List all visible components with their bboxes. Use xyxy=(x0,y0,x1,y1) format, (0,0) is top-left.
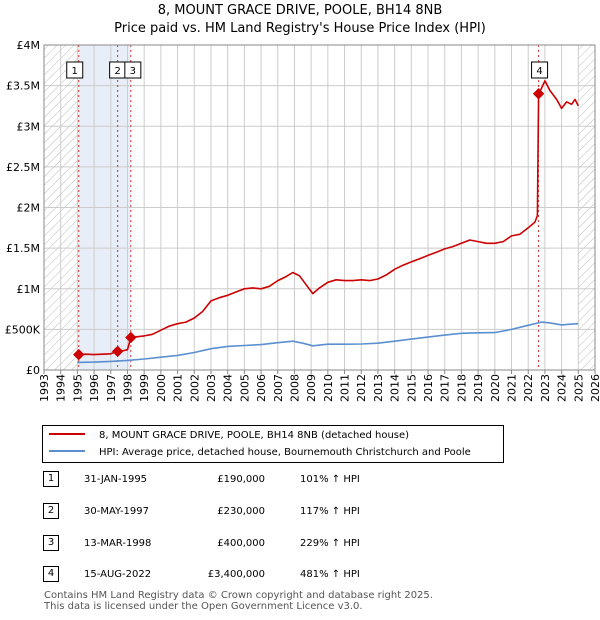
transaction-date: 13-MAR-1998 xyxy=(84,538,152,549)
x-tick-label: 2004 xyxy=(222,374,235,402)
x-tick-label: 2018 xyxy=(455,374,468,402)
hpi-line xyxy=(77,321,579,364)
legend-label-property: 8, MOUNT GRACE DRIVE, POOLE, BH14 8NB (d… xyxy=(99,430,410,441)
transaction-price: £230,000 xyxy=(217,506,265,517)
x-tick-label: 2007 xyxy=(272,374,285,402)
x-tick-label: 1994 xyxy=(55,374,68,402)
transaction-date: 30-MAY-1997 xyxy=(84,506,150,517)
x-tick-label: 2010 xyxy=(322,374,335,402)
sale-marker xyxy=(73,348,85,361)
y-tick-label: £2M xyxy=(17,202,41,215)
chart-legend: 8, MOUNT GRACE DRIVE, POOLE, BH14 8NB (d… xyxy=(42,425,504,463)
chart-title: 8, MOUNT GRACE DRIVE, POOLE, BH14 8NB xyxy=(157,3,443,18)
transaction-row: 1 31-JAN-1995 £190,000 101% ↑ HPI xyxy=(0,470,600,490)
x-tick-label: 2017 xyxy=(439,374,452,402)
x-tick-label: 2001 xyxy=(172,374,185,402)
x-tick-label: 2019 xyxy=(472,374,485,402)
y-tick-label: £1M xyxy=(17,283,41,296)
y-tick-label: £2.5M xyxy=(6,161,40,174)
transaction-price: £3,400,000 xyxy=(207,569,265,580)
x-tick-label: 2026 xyxy=(589,374,600,402)
sale-marker xyxy=(532,88,545,100)
x-tick-label: 2021 xyxy=(506,374,519,402)
x-tick-label: 2022 xyxy=(522,374,535,402)
y-tick-label: £3M xyxy=(17,120,41,133)
sale-label-box xyxy=(124,61,142,79)
sale-marker xyxy=(111,345,124,358)
y-tick-label: £3.5M xyxy=(6,80,40,93)
transaction-row: 2 30-MAY-1997 £230,000 117% ↑ HPI xyxy=(0,502,600,522)
x-tick-label: 2006 xyxy=(255,374,268,402)
x-tick-label: 2025 xyxy=(572,374,585,402)
x-tick-label: 1993 xyxy=(38,374,51,402)
transaction-hpi: 481% ↑ HPI xyxy=(300,569,360,580)
y-tick-label: £0 xyxy=(26,364,40,377)
sale-label-number: 2 xyxy=(114,66,120,77)
sale-label-number: 1 xyxy=(72,66,78,77)
transaction-hpi: 229% ↑ HPI xyxy=(300,538,360,549)
x-tick-label: 2013 xyxy=(372,374,385,402)
y-tick-label: £500K xyxy=(5,323,41,336)
sale-label-number: 3 xyxy=(130,66,136,77)
transaction-badge: 4 xyxy=(43,566,59,582)
x-tick-label: 1996 xyxy=(88,374,101,402)
transaction-row: 4 15-AUG-2022 £3,400,000 481% ↑ HPI xyxy=(0,565,600,585)
x-tick-label: 2000 xyxy=(155,374,168,402)
transaction-price: £400,000 xyxy=(217,538,265,549)
footer-notice: Contains HM Land Registry data © Crown c… xyxy=(44,590,433,612)
x-tick-label: 2002 xyxy=(188,374,201,402)
x-tick-label: 2008 xyxy=(288,374,301,402)
x-tick-label: 2003 xyxy=(205,374,218,402)
x-tick-label: 1997 xyxy=(105,374,118,402)
x-tick-label: 2024 xyxy=(556,374,569,402)
legend-label-hpi: HPI: Average price, detached house, Bour… xyxy=(99,447,471,458)
transaction-price: £190,000 xyxy=(217,474,265,485)
transaction-badge: 3 xyxy=(43,535,59,551)
x-tick-label: 1998 xyxy=(121,374,134,402)
transaction-date: 31-JAN-1995 xyxy=(84,474,148,485)
legend-item-hpi: HPI: Average price, detached house, Bour… xyxy=(49,445,471,461)
x-tick-label: 2023 xyxy=(539,374,552,402)
legend-item-property: 8, MOUNT GRACE DRIVE, POOLE, BH14 8NB (d… xyxy=(49,428,409,444)
plot-frame xyxy=(43,44,596,371)
y-tick-label: £1.5M xyxy=(6,242,40,255)
footer-copyright: Contains HM Land Registry data © Crown c… xyxy=(44,590,433,601)
x-tick-label: 2005 xyxy=(238,374,251,402)
transaction-date: 15-AUG-2022 xyxy=(84,569,152,580)
transaction-hpi: 101% ↑ HPI xyxy=(300,474,360,485)
legend-swatch-property xyxy=(49,433,85,435)
sale-label-number: 4 xyxy=(536,66,542,77)
x-tick-label: 2015 xyxy=(405,374,418,402)
transaction-row: 3 13-MAR-1998 £400,000 229% ↑ HPI xyxy=(0,534,600,554)
chart-subtitle: Price paid vs. HM Land Registry's House … xyxy=(114,21,486,36)
x-tick-label: 2011 xyxy=(339,374,352,402)
footer-license: This data is licensed under the Open Gov… xyxy=(44,601,363,612)
sale-label-box xyxy=(66,61,84,79)
x-tick-label: 2020 xyxy=(489,374,502,402)
property-price-line xyxy=(78,80,580,356)
x-tick-label: 2012 xyxy=(355,374,368,402)
transaction-hpi: 117% ↑ HPI xyxy=(300,506,360,517)
x-tick-label: 2016 xyxy=(422,374,435,402)
sale-label-box xyxy=(531,61,549,79)
x-tick-label: 1995 xyxy=(71,374,84,402)
x-tick-label: 2014 xyxy=(389,374,402,402)
transaction-badge: 1 xyxy=(43,471,59,487)
transaction-badge: 2 xyxy=(43,503,59,519)
sale-marker xyxy=(125,331,137,344)
x-tick-label: 2009 xyxy=(305,374,318,402)
y-tick-label: £4M xyxy=(17,39,41,52)
x-tick-label: 1999 xyxy=(138,374,151,402)
legend-swatch-hpi xyxy=(49,450,85,452)
